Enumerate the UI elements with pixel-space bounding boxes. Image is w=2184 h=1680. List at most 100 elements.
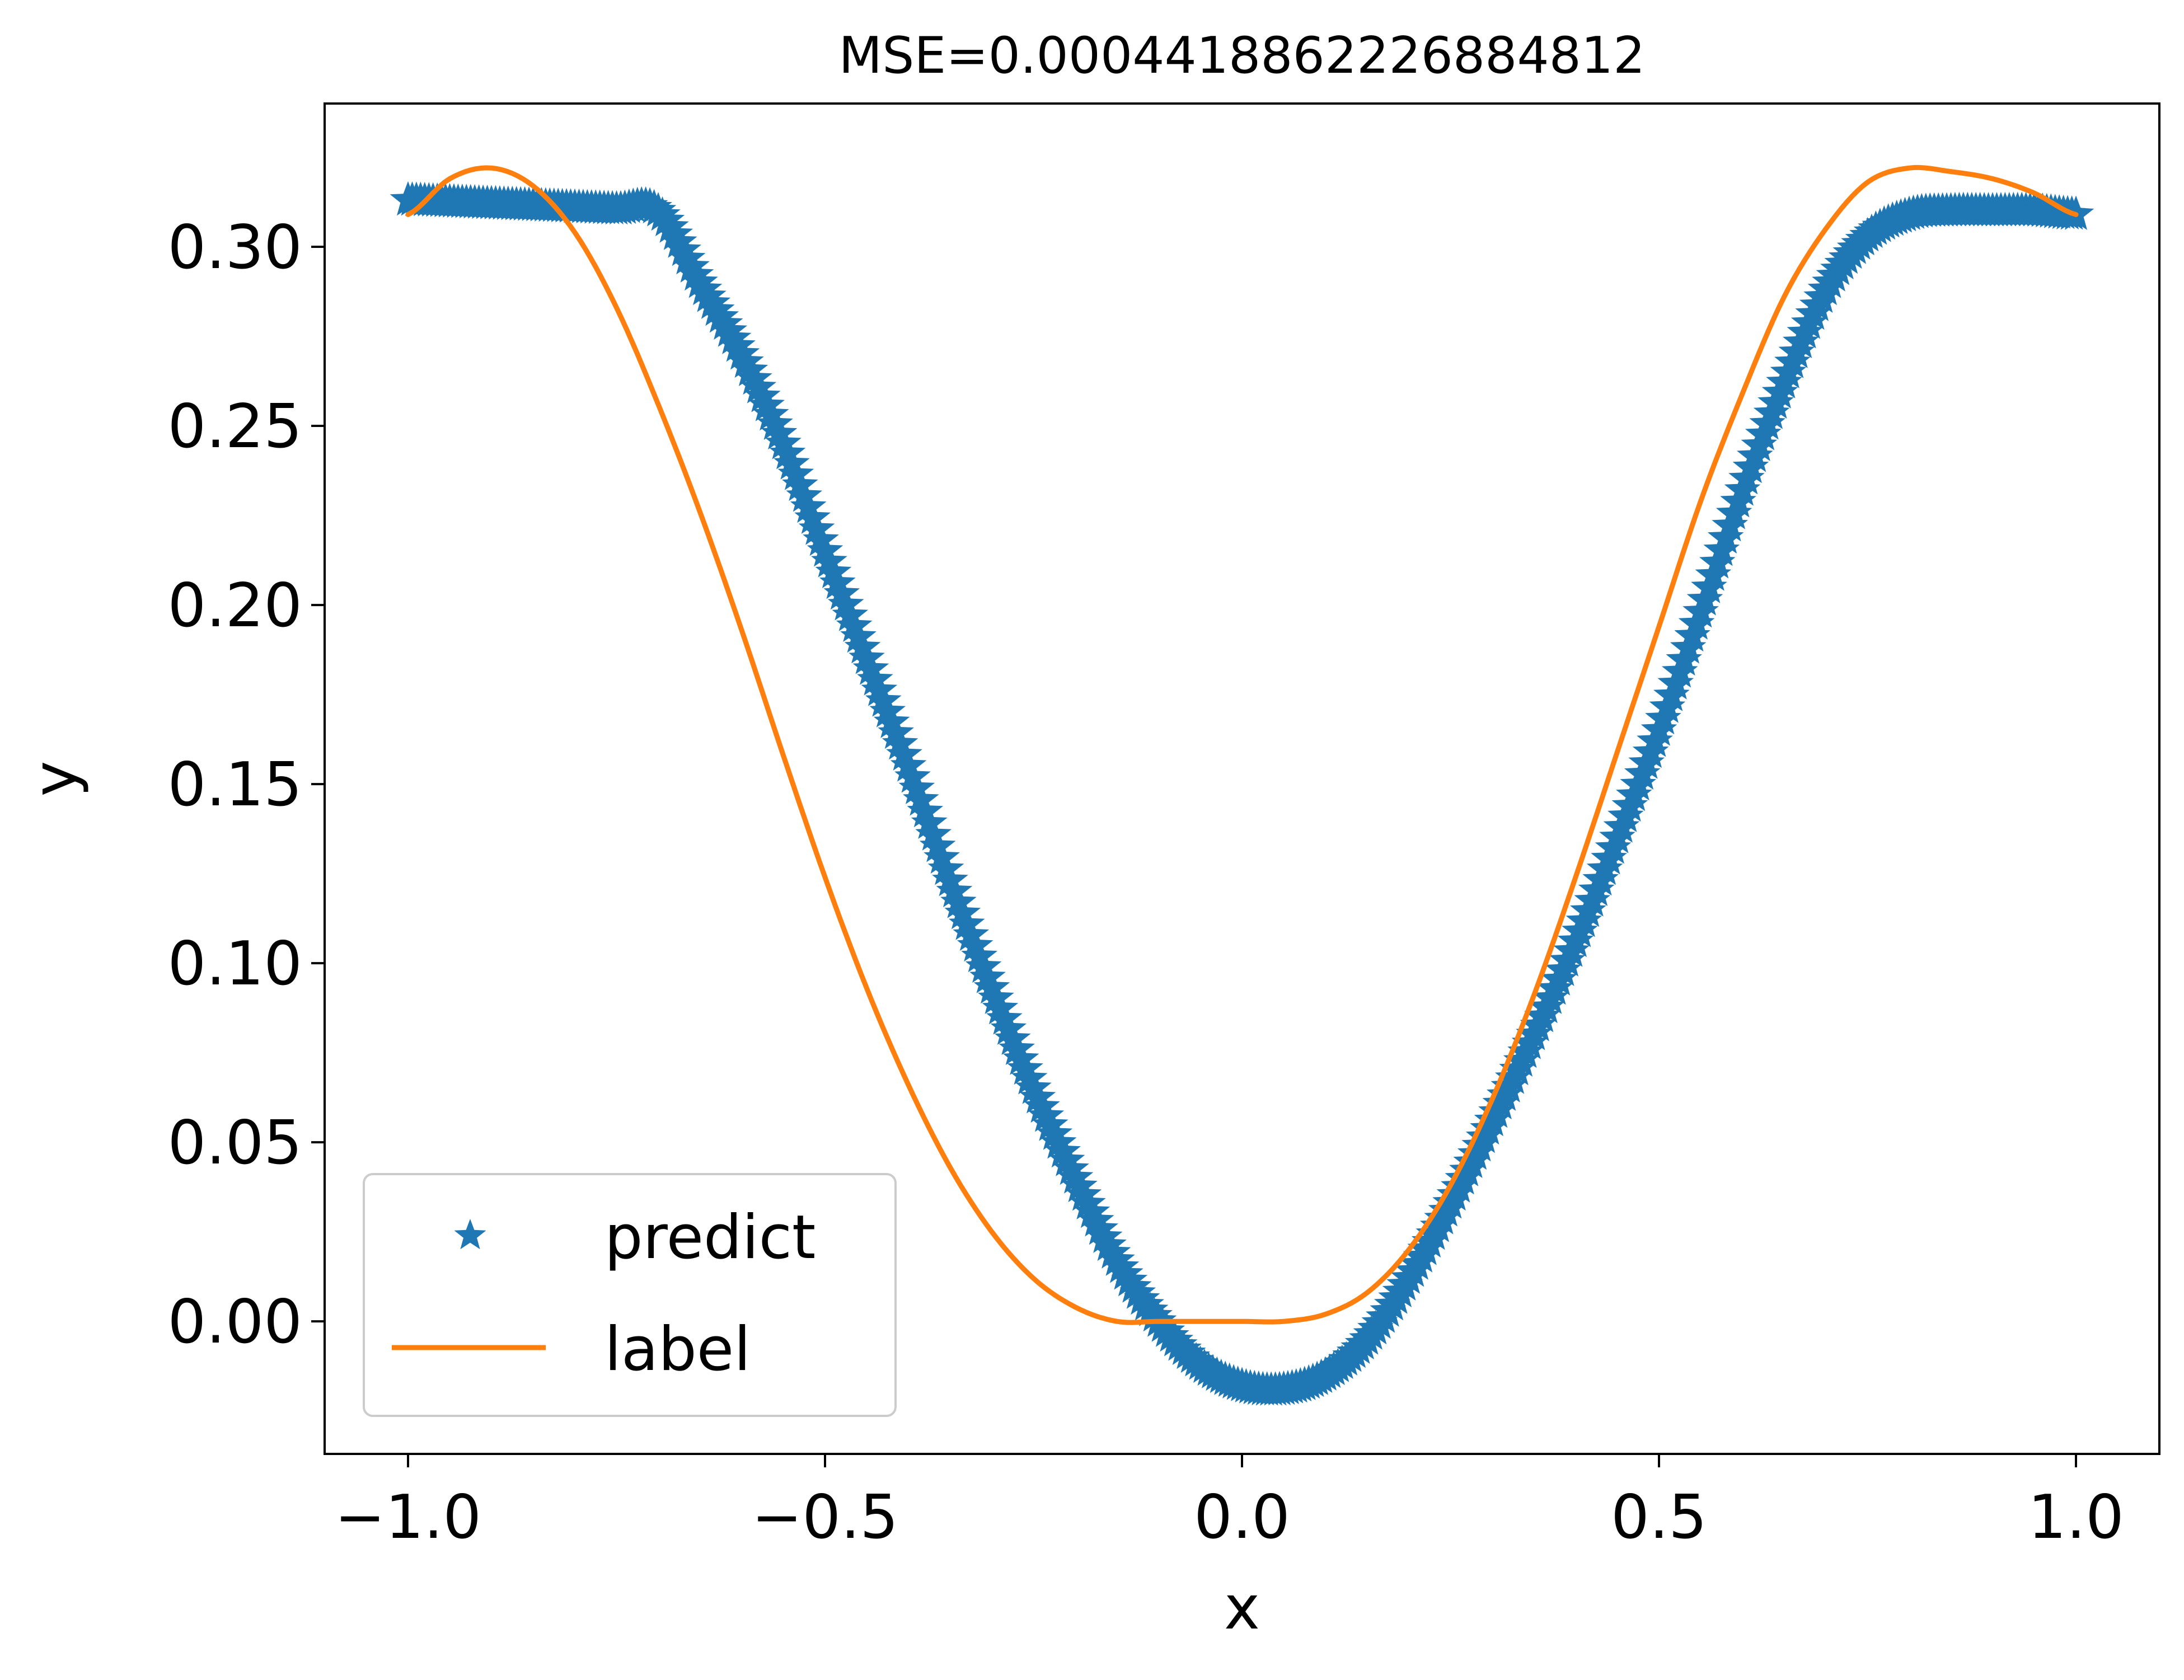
predict-point	[782, 466, 818, 501]
x-tick-label: −1.0	[335, 1482, 481, 1552]
predict-point	[757, 405, 793, 440]
predict-point	[769, 435, 806, 470]
predict-point	[1090, 1226, 1127, 1261]
y-axis-label: y	[20, 761, 90, 797]
predict-point	[994, 1020, 1031, 1055]
predict-point	[961, 937, 997, 973]
predict-point	[723, 335, 760, 370]
x-tick-label: 1.0	[2028, 1482, 2124, 1552]
predict-point	[969, 959, 1006, 993]
predict-point	[774, 445, 810, 480]
predict-point	[990, 1010, 1027, 1045]
y-axis: 0.00 0.05 0.10 0.15 0.20 0.25 0.30	[168, 213, 325, 1357]
predict-point	[1061, 1167, 1098, 1203]
predict-point	[965, 948, 1002, 983]
predict-point	[832, 597, 868, 631]
chart-title: MSE=0.0004418862226884812	[839, 26, 1646, 85]
predict-point	[903, 781, 939, 816]
predict-point	[798, 510, 835, 545]
predict-point	[711, 312, 747, 347]
predict-point	[682, 264, 718, 298]
y-tick-label: 0.20	[168, 571, 302, 641]
predict-point	[732, 351, 768, 386]
predict-point	[894, 758, 931, 793]
y-tick-label: 0.25	[168, 392, 302, 462]
y-tick-label: 0.30	[168, 213, 302, 283]
predict-point	[907, 792, 944, 828]
predict-point	[865, 682, 902, 717]
predict-point	[1036, 1115, 1073, 1150]
predict-point	[1107, 1255, 1143, 1290]
predict-point	[702, 298, 739, 333]
legend-marker-predict	[454, 1219, 486, 1250]
predict-point	[1040, 1124, 1077, 1159]
predict-point	[844, 628, 881, 664]
predict-point	[728, 343, 764, 378]
predict-point	[1015, 1069, 1052, 1104]
predict-point	[1086, 1218, 1123, 1253]
predict-point	[765, 425, 802, 459]
predict-point	[752, 396, 789, 431]
predict-point	[694, 284, 731, 319]
x-tick-label: 0.5	[1611, 1482, 1707, 1552]
predict-point	[803, 521, 839, 556]
predict-point	[740, 369, 777, 403]
predict-point	[1011, 1060, 1048, 1095]
predict-point	[982, 989, 1019, 1025]
predict-point	[719, 327, 756, 362]
predict-point	[882, 725, 918, 760]
predict-point	[827, 586, 864, 621]
predict-point	[686, 270, 723, 306]
predict-point	[1002, 1040, 1039, 1075]
predict-point	[811, 543, 847, 578]
predict-point	[1099, 1241, 1135, 1276]
label-line	[405, 165, 2079, 1325]
predict-point	[861, 672, 898, 706]
predict-point	[677, 256, 714, 291]
x-axis: −1.0 −0.5 0.0 0.5 1.0	[335, 1454, 2124, 1552]
y-tick-label: 0.05	[168, 1108, 302, 1178]
predict-point	[819, 564, 856, 599]
y-tick-label: 0.00	[168, 1287, 302, 1357]
predict-point	[648, 201, 685, 237]
series-layer	[390, 165, 2094, 1406]
predict-point	[699, 291, 735, 326]
plot-area	[324, 102, 2160, 1455]
series-label	[405, 165, 2079, 1325]
predict-point	[748, 387, 785, 421]
predict-point	[953, 916, 990, 951]
predict-point	[1103, 1249, 1140, 1283]
predict-point	[878, 714, 914, 749]
predict-point	[927, 850, 964, 885]
predict-point	[978, 979, 1014, 1014]
predict-point	[836, 607, 873, 642]
legend-label: label	[604, 1315, 751, 1385]
y-tick-label: 0.10	[168, 929, 302, 999]
x-axis-label: x	[1224, 1573, 1260, 1643]
predict-point	[932, 861, 968, 897]
predict-point	[852, 650, 889, 685]
predict-point	[1028, 1097, 1065, 1132]
predict-point	[936, 872, 973, 908]
predict-point	[657, 215, 693, 250]
legend-label: predict	[604, 1203, 816, 1273]
predict-point	[706, 305, 743, 340]
predict-point	[736, 360, 772, 395]
predict-point	[840, 618, 877, 653]
predict-point	[1057, 1159, 1094, 1194]
legend: predict label	[363, 1173, 897, 1417]
predict-point	[1024, 1088, 1060, 1123]
predict-point	[794, 499, 831, 534]
predict-point	[761, 415, 798, 450]
predict-point	[919, 828, 956, 862]
predict-point	[940, 884, 977, 918]
legend-box	[363, 1173, 897, 1417]
predict-point	[669, 240, 706, 275]
predict-point	[949, 905, 985, 940]
predict-point	[924, 839, 960, 874]
predict-point	[653, 208, 689, 243]
predict-point	[898, 769, 935, 804]
predict-point	[1044, 1133, 1081, 1168]
predict-point	[999, 1030, 1035, 1065]
y-tick-label: 0.15	[168, 750, 302, 820]
